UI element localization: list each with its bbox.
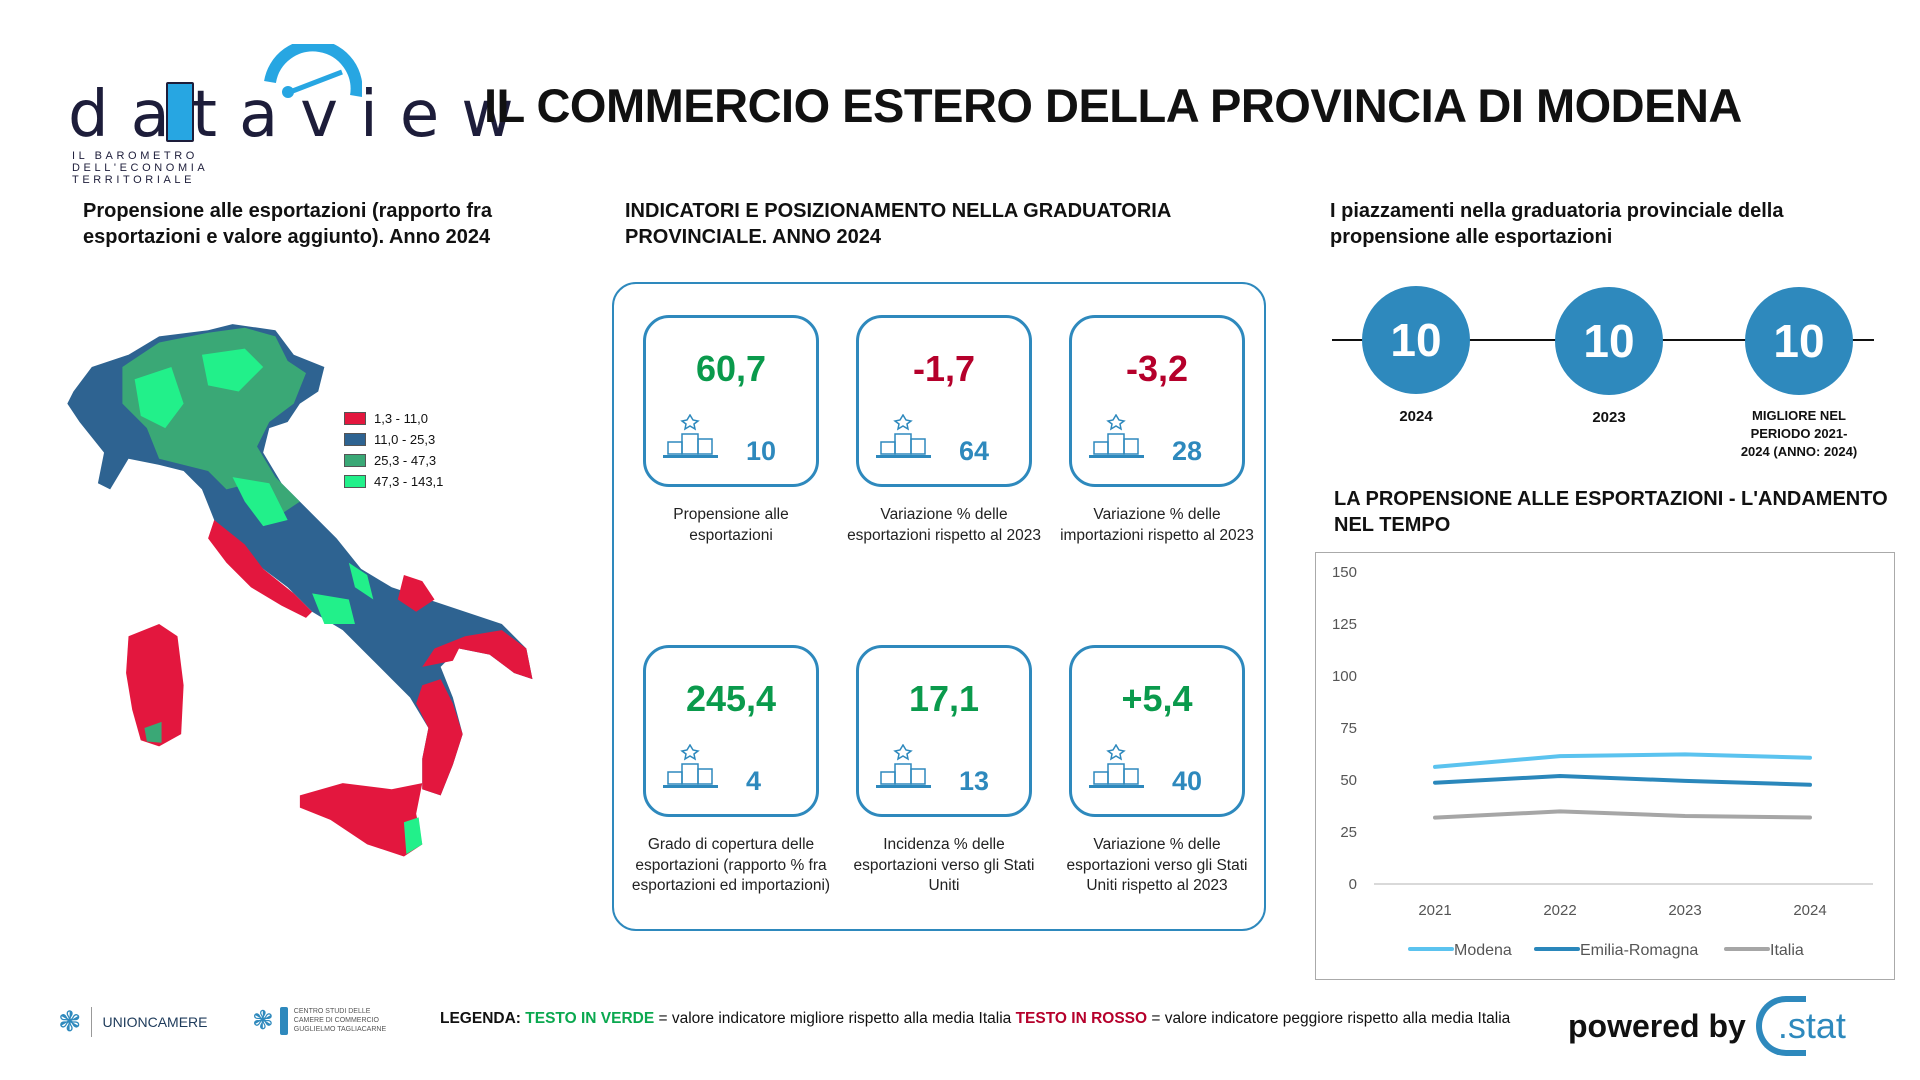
map-legend-item: 1,3 - 11,0 bbox=[344, 408, 443, 429]
y-tick-label: 0 bbox=[1349, 876, 1357, 893]
series-line-modena bbox=[1433, 752, 1812, 769]
series-line-italia bbox=[1433, 809, 1812, 820]
indicator-value: +5,4 bbox=[1121, 678, 1193, 719]
indicator-description: Variazione % delle esportazioni rispetto… bbox=[847, 506, 1041, 544]
tagliacarne-logo: ❃ CENTRO STUDI DELLE CAMERE DI COMMERCIO… bbox=[252, 1005, 387, 1035]
indicator-value: 60,7 bbox=[695, 348, 767, 389]
map-section-title: Propensione alle esportazioni (rapporto … bbox=[83, 200, 492, 248]
indicator-card: -1,7 64 bbox=[856, 315, 1032, 487]
indicator-card: 245,4 4 bbox=[643, 645, 819, 817]
rank-circle-2024: 10 bbox=[1362, 286, 1470, 394]
page-title: IL COMMERCIO ESTERO DELLA PROVINCIA DI M… bbox=[484, 79, 1742, 132]
map-legend: 1,3 - 11,0 11,0 - 25,3 25,3 - 47,3 47,3 … bbox=[344, 408, 443, 492]
indicator-description: Grado di copertura delle esportazioni (r… bbox=[631, 836, 831, 894]
podium-star-icon bbox=[876, 414, 931, 458]
rank-label-2023: 2023 bbox=[1592, 409, 1626, 426]
rank-label-2024: 2024 bbox=[1399, 408, 1433, 425]
indicator-card: 17,1 13 bbox=[856, 645, 1032, 817]
indicator-description: Propensione alle esportazioni bbox=[673, 506, 789, 544]
podium-star-icon bbox=[663, 414, 718, 458]
podium-star-icon bbox=[663, 744, 718, 788]
indicator-card: 60,7 10 bbox=[643, 315, 819, 487]
indicator-value: -1,7 bbox=[912, 348, 976, 389]
x-tick-label: 2021 bbox=[1418, 902, 1451, 919]
podium-star-icon bbox=[1089, 744, 1144, 788]
indicator-rank: 40 bbox=[1172, 766, 1203, 796]
unioncamere-logo: ❃ UNIONCAMERE bbox=[58, 1006, 208, 1037]
italy-map bbox=[67, 324, 533, 857]
flag-icon bbox=[166, 82, 194, 142]
map-legend-item: 11,0 - 25,3 bbox=[344, 429, 443, 450]
map-sardinia-green bbox=[144, 721, 162, 743]
legend-label: Italia bbox=[1770, 942, 1804, 959]
indicator-description: Incidenza % delle esportazioni verso gli… bbox=[853, 836, 1035, 894]
y-tick-label: 125 bbox=[1332, 616, 1357, 633]
indicator-value: 17,1 bbox=[908, 678, 980, 719]
y-tick-label: 150 bbox=[1332, 564, 1357, 581]
legend-label: Emilia-Romagna bbox=[1580, 942, 1698, 959]
logo-subtitle: IL BAROMETRO DELL'ECONOMIA TERRITORIALE bbox=[72, 150, 208, 186]
rankings-title: I piazzamenti nella graduatoria provinci… bbox=[1330, 200, 1784, 248]
tagliacarne-icon: ❃ bbox=[252, 1005, 274, 1035]
indicator-description: Variazione % delle esportazioni verso gl… bbox=[1066, 836, 1248, 894]
x-tick-label: 2022 bbox=[1543, 902, 1576, 919]
y-tick-label: 50 bbox=[1340, 772, 1357, 789]
indicator-rank: 64 bbox=[959, 436, 990, 466]
map-sardinia bbox=[126, 624, 184, 747]
map-north-lightgreen bbox=[134, 348, 374, 624]
map-tyrrhenian-red bbox=[208, 519, 533, 680]
map-sicily bbox=[299, 783, 423, 857]
map-sicily-green bbox=[403, 817, 423, 855]
indicator-value: 245,4 bbox=[685, 678, 777, 719]
stat-logo-icon bbox=[1755, 996, 1806, 1056]
indicator-rank: 13 bbox=[959, 766, 990, 796]
indicator-rank: 28 bbox=[1172, 436, 1203, 466]
x-tick-label: 2024 bbox=[1793, 902, 1826, 919]
series-line-emilia-romagna bbox=[1433, 774, 1812, 787]
legend-label: Modena bbox=[1454, 942, 1512, 959]
indicators-title: INDICATORI E POSIZIONAMENTO NELLA GRADUA… bbox=[625, 200, 1171, 248]
indicators-panel bbox=[612, 282, 1266, 931]
rank-circle-best: 10 bbox=[1745, 287, 1853, 395]
color-legend: LEGENDA: TESTO IN VERDE = valore indicat… bbox=[440, 1010, 1511, 1027]
gauge-icon bbox=[264, 44, 362, 98]
chart-frame bbox=[1315, 552, 1895, 980]
logo-text: dataview bbox=[68, 78, 536, 152]
rank-label-best: MIGLIORE NEL PERIODO 2021-2024 (ANNO: 20… bbox=[1740, 408, 1858, 459]
rank-circle-2023: 10 bbox=[1555, 287, 1663, 395]
indicator-rank: 4 bbox=[746, 766, 762, 796]
x-tick-label: 2023 bbox=[1668, 902, 1701, 919]
y-tick-label: 75 bbox=[1340, 720, 1357, 737]
podium-star-icon bbox=[876, 744, 931, 788]
map-calabria-red bbox=[416, 679, 463, 796]
indicator-value: -3,2 bbox=[1125, 348, 1189, 389]
unioncamere-icon: ❃ bbox=[58, 1006, 82, 1037]
chart-title: LA PROPENSIONE ALLE ESPORTAZIONI - L'AND… bbox=[1334, 488, 1888, 536]
powered-by-stat-logo: powered by .stat bbox=[1568, 996, 1846, 1056]
indicator-description: Variazione % delle importazioni rispetto… bbox=[1060, 506, 1254, 544]
map-legend-item: 47,3 - 143,1 bbox=[344, 471, 443, 492]
map-legend-item: 25,3 - 47,3 bbox=[344, 450, 443, 471]
y-tick-label: 100 bbox=[1332, 668, 1357, 685]
indicator-card: -3,2 28 bbox=[1069, 315, 1245, 487]
y-tick-label: 25 bbox=[1340, 824, 1357, 841]
indicator-card: +5,4 40 bbox=[1069, 645, 1245, 817]
indicator-rank: 10 bbox=[746, 436, 777, 466]
podium-star-icon bbox=[1089, 414, 1144, 458]
